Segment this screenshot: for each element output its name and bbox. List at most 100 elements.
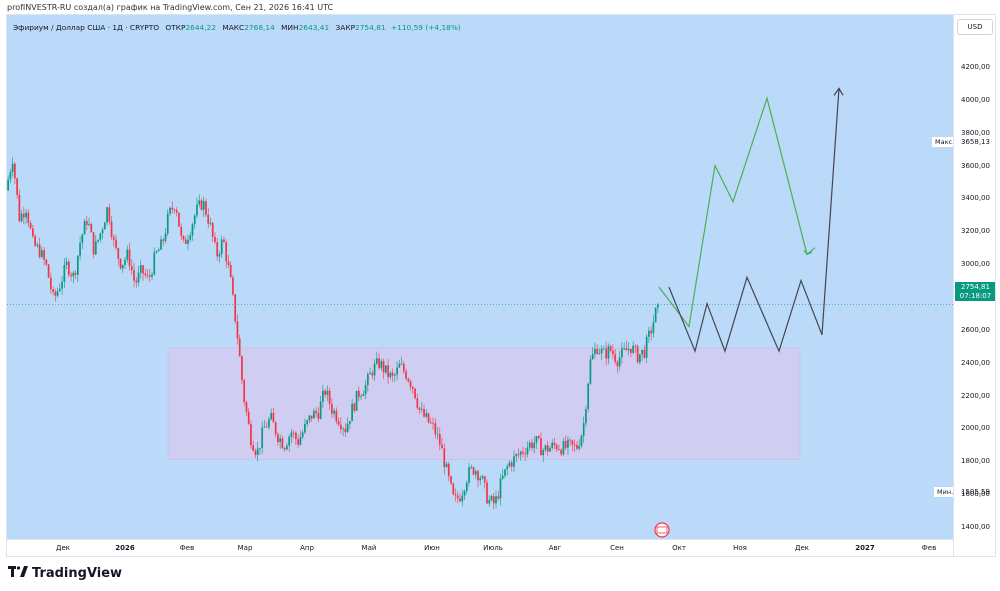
- candle-body: [506, 466, 509, 470]
- time-tick-label: Дек: [55, 544, 71, 552]
- candle-body: [292, 432, 295, 434]
- candle-body: [297, 439, 300, 445]
- candle-body: [90, 223, 93, 233]
- candle-body: [225, 242, 228, 262]
- candle-body: [261, 427, 264, 448]
- candle-body: [16, 178, 18, 195]
- price-tick-label: 1800,00: [961, 457, 990, 466]
- candle-body: [171, 207, 174, 210]
- green-projection-line: [658, 96, 816, 329]
- candle-body: [524, 453, 527, 455]
- candle-body: [47, 264, 50, 278]
- price-tick-label: 4000,00: [961, 95, 990, 104]
- candle-body: [272, 412, 275, 423]
- candle-body: [587, 383, 590, 409]
- price-tick-label: 4200,00: [961, 63, 990, 71]
- candle-body: [600, 348, 603, 354]
- candle-body: [112, 236, 115, 240]
- candle-body: [67, 261, 70, 275]
- candle-body: [23, 213, 25, 218]
- candle-body: [465, 482, 468, 492]
- candle-body: [164, 233, 167, 241]
- candle-body: [74, 272, 77, 275]
- price-axis[interactable]: USD 4200,00 4000,00 3800,00 3600,00 3400,00 3…: [953, 15, 995, 556]
- candle-body: [148, 275, 151, 277]
- candle-body: [331, 404, 333, 414]
- candle-body: [7, 179, 9, 191]
- candle-body: [324, 390, 326, 395]
- time-tick-label: Окт: [672, 544, 686, 552]
- candle-body: [573, 444, 576, 446]
- candle-body: [83, 221, 86, 235]
- candle-body: [20, 213, 23, 222]
- candle-body: [315, 410, 317, 414]
- tradingview-logo: TradingView: [8, 566, 122, 581]
- candle-body: [286, 445, 288, 450]
- candle-body: [182, 235, 185, 240]
- time-tick-label: Сен: [610, 544, 624, 552]
- candle-body: [313, 410, 315, 419]
- candle-body: [115, 239, 117, 249]
- candle-body: [151, 274, 153, 277]
- candle-body: [470, 467, 473, 468]
- candle-body: [398, 364, 401, 368]
- candle-body: [232, 277, 234, 295]
- candle-body: [223, 239, 225, 243]
- candle-body: [207, 214, 210, 224]
- candle-body: [427, 413, 430, 423]
- grey-projection-line: [668, 88, 840, 354]
- candle-body: [263, 426, 266, 428]
- candle-body: [277, 434, 279, 443]
- candle-body: [555, 444, 558, 450]
- candle-body: [139, 265, 142, 273]
- candle-body: [596, 348, 599, 354]
- legend-high-value: 2768,14: [244, 23, 275, 32]
- candle-body: [81, 234, 84, 244]
- candle-body: [542, 450, 545, 456]
- time-tick-label: Авг: [548, 544, 562, 552]
- candle-body: [205, 201, 207, 215]
- candle-body: [468, 467, 470, 483]
- candle-body: [582, 423, 585, 436]
- candle-body: [517, 454, 520, 456]
- candle-body: [130, 266, 133, 271]
- candle-body: [474, 471, 477, 475]
- candle-body: [459, 498, 461, 502]
- candle-body: [252, 445, 255, 451]
- candle-body: [349, 421, 351, 424]
- price-tick-label: 3400,00: [961, 194, 990, 203]
- candle-body: [375, 358, 378, 364]
- candle-body: [162, 239, 165, 241]
- candle-body: [340, 424, 342, 430]
- candle-body: [173, 209, 176, 211]
- candle-body: [623, 348, 626, 349]
- candle-body: [643, 349, 646, 358]
- candle-body: [358, 390, 360, 397]
- candle-body: [605, 348, 608, 359]
- candle-body: [144, 273, 147, 276]
- candle-body: [463, 491, 466, 496]
- candle-body: [117, 248, 120, 259]
- candle-body: [553, 442, 556, 445]
- candle-body: [265, 426, 268, 428]
- chart-plot-area[interactable]: Эфириум / Доллар США · 1Д · CRYPTO ОТКР2…: [7, 15, 958, 539]
- candle-body: [639, 354, 641, 363]
- candle-body: [481, 476, 484, 479]
- candle-body: [337, 421, 340, 425]
- candle-body: [425, 413, 428, 417]
- candle-body: [153, 252, 156, 275]
- candle-body: [49, 277, 52, 290]
- tradingview-logo-icon: [8, 566, 28, 581]
- max-price-value: 3658,13: [961, 138, 990, 146]
- candle-body: [25, 212, 27, 218]
- candle-body: [490, 496, 493, 501]
- candlestick-chart[interactable]: [7, 15, 953, 539]
- time-axis[interactable]: Дек 2026 Фев Мар Апр Май Июн Июль Авг Сен Окт Ноя Де…: [7, 539, 953, 556]
- candle-body: [88, 223, 90, 226]
- candle-body: [355, 390, 358, 411]
- candle-body: [409, 381, 412, 387]
- candle-body: [250, 424, 252, 446]
- currency-button[interactable]: USD: [957, 19, 993, 35]
- candle-body: [290, 432, 293, 437]
- time-tick-label: Мар: [237, 544, 253, 552]
